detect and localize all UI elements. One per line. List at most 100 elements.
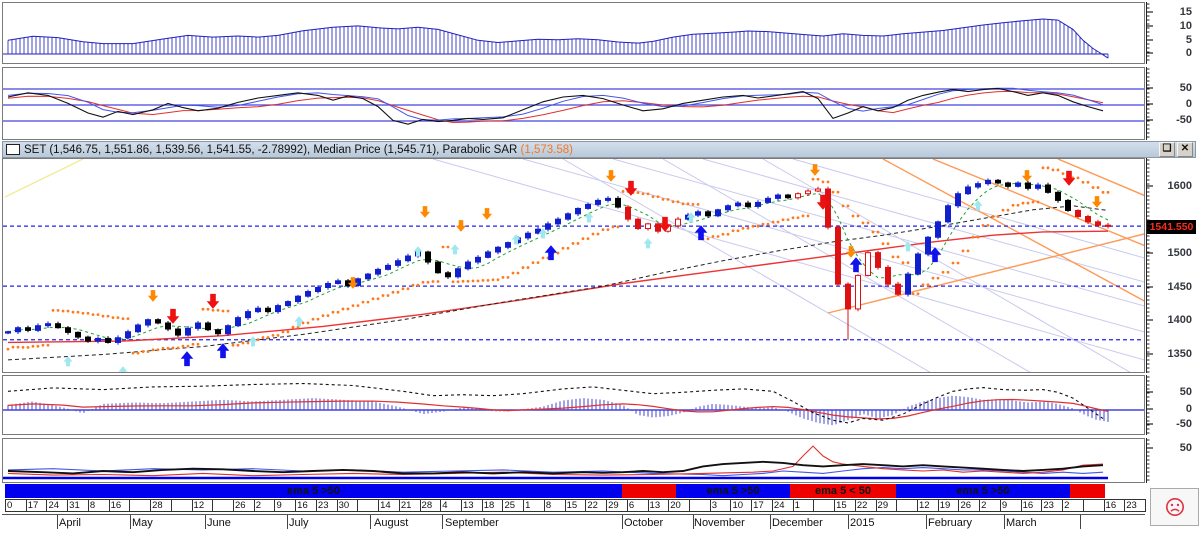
month-separator (848, 515, 849, 529)
ema-ribbon-segment-red: ema 5 < 50 (790, 484, 896, 498)
date-cell: 12 (917, 499, 939, 512)
axis-tick-strip (1146, 158, 1156, 373)
indicator-panel-trend (2, 438, 1145, 483)
trend-canvas (3, 445, 1108, 480)
ema-ribbon-segment-blue: ema 5 >50 (676, 484, 790, 498)
date-cell (813, 499, 836, 512)
date-cell: 29 (875, 499, 898, 512)
month-label: March (1006, 517, 1037, 529)
axis-tick-label: 50 (1179, 82, 1192, 94)
date-cell: 26 (958, 499, 981, 512)
price-canvas (3, 159, 1144, 372)
date-cell: 16 (1103, 499, 1126, 512)
month-separator (1080, 515, 1081, 529)
date-cell: 21 (398, 499, 421, 512)
date-cell: 22 (585, 499, 608, 512)
chart-title: SET (1,546.75, 1,551.86, 1,539.56, 1,541… (24, 143, 573, 156)
date-axis: 0 17 24 31 8 16 28 12 26 2 9 16 23 30 14 21 28 4 13 18 25 1 8 1… (2, 499, 1146, 514)
indicator-panel-top-histogram (2, 2, 1145, 64)
date-cell: 13 (461, 499, 483, 512)
month-label: October (624, 517, 664, 529)
axis-tick-strip (1146, 2, 1156, 64)
ema-ribbon: ema 5 >50 ema 5 >50 ema 5 < 50 ema 5 >50 (2, 484, 1145, 498)
axis-tick-label: 1400 (1167, 314, 1192, 326)
axis-tick-label: 1450 (1167, 281, 1192, 293)
month-label: July (289, 517, 309, 529)
date-cell: 29 (606, 499, 628, 512)
date-cell: 23 (315, 499, 338, 512)
date-cell: 8 (87, 499, 110, 512)
date-cell: 23 (1041, 499, 1064, 512)
month-label: December (772, 517, 823, 529)
expert-status-box[interactable] (1150, 488, 1199, 526)
date-cell: 2 (1062, 499, 1084, 512)
date-cell: 26 (233, 499, 255, 512)
date-cell: 4 (440, 499, 462, 512)
date-cell: 14 (378, 499, 400, 512)
chart-legend-icon[interactable] (6, 144, 20, 155)
oscillator-canvas (3, 87, 1144, 125)
date-cell: 16 (1020, 499, 1043, 512)
axis-tick-label: 15 (1179, 6, 1192, 18)
month-separator (926, 515, 927, 529)
date-cell: 10 (730, 499, 753, 512)
date-cell: 1 (523, 499, 545, 512)
close-button[interactable]: ✕ (1177, 142, 1193, 157)
month-separator (1004, 515, 1005, 529)
date-cell (212, 499, 234, 512)
date-cell: 9 (999, 499, 1022, 512)
date-cell: 18 (481, 499, 504, 512)
date-cell (357, 499, 380, 512)
axis-tick-label: 1500 (1167, 247, 1192, 259)
chart-title-bar: SET (1,546.75, 1,551.86, 1,539.56, 1,541… (2, 141, 1196, 158)
date-cell (170, 499, 193, 512)
axis-tick-label: 5 (1185, 34, 1192, 46)
date-cell: 25 (502, 499, 525, 512)
maximize-button[interactable]: ❑ (1159, 142, 1175, 157)
axis-tick-label: 0 (1185, 47, 1192, 59)
month-label: November (694, 517, 745, 529)
axis-ticks (1146, 438, 1153, 483)
date-cell: 22 (854, 499, 877, 512)
axis-ticks (1146, 375, 1153, 435)
date-cell: 19 (937, 499, 960, 512)
axis-tick-strip (1146, 438, 1156, 483)
month-separator (57, 515, 58, 529)
date-cell: 15 (834, 499, 856, 512)
month-separator (693, 515, 694, 529)
last-price-tag: 1541.550 (1147, 220, 1196, 234)
month-separator (130, 515, 131, 529)
ema-ribbon-segment-blue: ema 5 >50 (896, 484, 1070, 498)
month-separator (287, 515, 288, 529)
date-cell: 17 (751, 499, 773, 512)
axis-tick-label: 1600 (1167, 180, 1192, 192)
ema-ribbon-segment-blue: ema 5 >50 (5, 484, 622, 498)
axis-tick-label: 50 (1179, 386, 1192, 398)
date-cell: 28 (419, 499, 442, 512)
date-cell (1082, 499, 1105, 512)
date-cell: 0 (5, 499, 27, 512)
indicator-panel-momentum (2, 375, 1145, 435)
month-label: April (59, 517, 82, 529)
date-cell (129, 499, 152, 512)
month-separator (622, 515, 623, 529)
date-cell: 24 (46, 499, 69, 512)
date-cell: 17 (25, 499, 48, 512)
date-cell: 28 (150, 499, 172, 512)
date-cell: 16 (108, 499, 131, 512)
indicator-panel-oscillator (2, 67, 1145, 140)
date-cell: 8 (543, 499, 566, 512)
axis-tick-label: 10 (1179, 20, 1192, 32)
date-cell: 2 (979, 499, 1001, 512)
axis-tick-strip (1146, 67, 1156, 140)
axis-tick-label: 1350 (1167, 348, 1192, 360)
date-cell: 9 (274, 499, 297, 512)
date-cell: 23 (1124, 499, 1146, 512)
date-cell: 24 (771, 499, 794, 512)
month-label: May (132, 517, 153, 529)
date-cell (689, 499, 711, 512)
axis-tick-label: -50 (1176, 418, 1192, 430)
month-label: September (445, 517, 499, 529)
date-cell: 20 (668, 499, 690, 512)
date-cell: 12 (191, 499, 214, 512)
